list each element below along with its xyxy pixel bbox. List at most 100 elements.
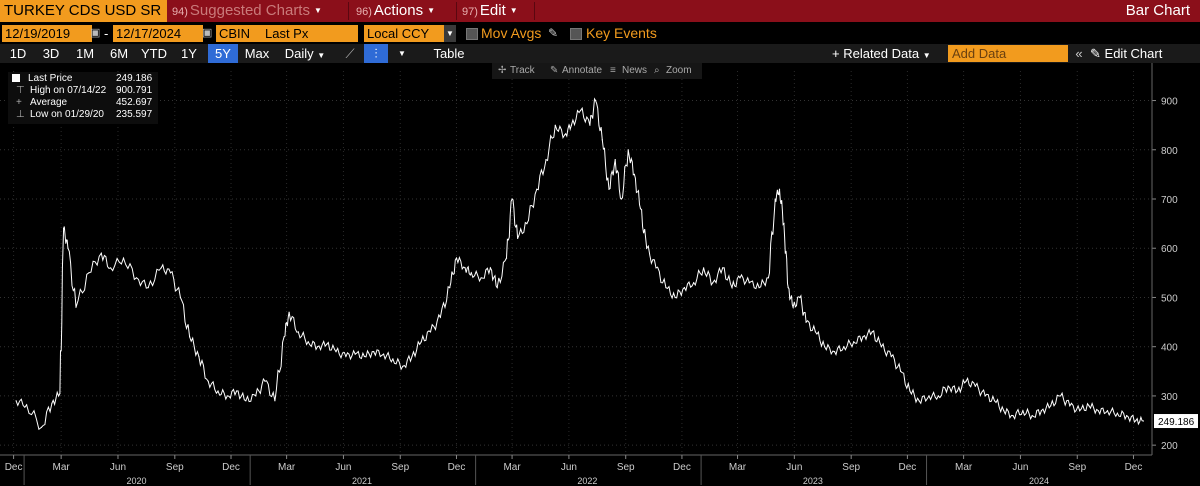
legend-label: Last Price [28,73,72,84]
end-date-field[interactable]: 12/17/2024 [113,25,203,42]
x-tick-label: Sep [391,462,409,473]
zoom-tool[interactable]: Zoom [666,63,692,79]
data-point [900,371,901,372]
zoom-icon[interactable]: ⌕ [654,63,660,79]
chart-type-title: Bar Chart [1126,0,1190,22]
x-tick-label: Mar [729,462,747,473]
range-toolbar: 1D 3D 1M 6M YTD 1Y 5Y Max Daily ▼ ⟋ ⫶ ▼ … [0,44,1200,63]
range-button-ytd[interactable]: YTD [138,44,170,63]
chevron-down-icon[interactable]: ▼ [444,25,456,42]
data-point [123,258,124,259]
field-selector[interactable]: Last Px [262,25,358,42]
line-chart-icon[interactable]: ⟋ [338,44,362,63]
price-chart[interactable]: Dec Mar Jun Sep Dec Mar Jun Sep Dec Mar Jun Sep Dec M… [0,63,1200,486]
news-icon[interactable]: ≡ [610,63,616,79]
pencil-icon[interactable]: ✎ [548,25,558,42]
calendar-icon[interactable]: ▣ [202,26,212,39]
data-point [975,386,976,387]
data-point [571,125,572,126]
data-point [1126,415,1127,416]
x-tick-label: Jun [1012,462,1028,473]
low-marker-icon: ⊥ [16,109,25,120]
data-point [749,282,750,283]
range-button-3d[interactable]: 3D [36,44,66,63]
data-point [1107,410,1108,411]
annotate-icon[interactable]: ✎ [550,63,558,79]
data-point [456,258,457,259]
chevron-down-icon[interactable]: ▼ [394,44,410,63]
data-point [411,356,412,357]
x-tick-label: Sep [166,462,184,473]
data-point [1117,413,1118,414]
annotate-tool[interactable]: Annotate [562,63,602,79]
data-point [345,356,346,357]
data-point [928,395,929,396]
range-button-1m[interactable]: 1M [70,44,100,63]
key-events-label[interactable]: Key Events [586,25,657,42]
range-button-6m[interactable]: 6M [104,44,134,63]
year-label: 2024 [1029,476,1049,486]
edit-chart-button[interactable]: ✎ Edit Chart [1090,44,1198,63]
data-point [198,356,199,357]
data-point [326,344,327,345]
currency-field[interactable]: Local CCY [364,25,446,42]
track-tool[interactable]: Track [510,63,535,79]
data-point [602,139,603,140]
data-point [985,395,986,396]
ticker-field[interactable]: TURKEY CDS USD SR [0,0,167,22]
crosshair-icon[interactable]: ✢ [498,63,506,79]
data-point [373,351,374,352]
data-point [938,395,939,396]
frequency-dropdown[interactable]: Daily ▼ [278,44,332,63]
y-tick-label: 600 [1161,244,1178,255]
menu-divider [348,2,349,20]
data-point [843,346,844,347]
data-point [783,223,784,224]
data-point [217,390,218,391]
calendar-icon[interactable]: ▣ [90,26,100,39]
data-point [308,341,309,342]
actions-menu[interactable]: 96) Actions ▼ [356,0,435,22]
add-data-input[interactable]: Add Data [948,45,1068,62]
range-button-max[interactable]: Max [242,44,272,63]
data-point [465,267,466,268]
edit-menu[interactable]: 97) Edit ▼ [462,0,518,22]
news-tool[interactable]: News [622,63,647,79]
data-point [994,400,995,401]
table-button[interactable]: Table [424,44,474,63]
mov-avgs-label[interactable]: Mov Avgs [481,25,541,42]
data-point [189,336,190,337]
chevron-down-icon: ▼ [510,6,518,15]
related-data-button[interactable]: + Related Data ▼ [832,44,944,63]
data-point [1143,420,1144,421]
range-button-5y[interactable]: 5Y [208,44,238,63]
collapse-icon[interactable]: « [1072,44,1086,63]
settings-row: 12/19/2019 ▣ - 12/17/2024 ▣ CBIN Last Px… [0,25,1200,43]
source-field[interactable]: CBIN [216,25,262,42]
edit-label: Edit [480,2,506,19]
suggested-charts-menu[interactable]: 94) Suggested Charts ▼ [172,0,322,22]
data-point [834,351,835,352]
data-point [891,356,892,357]
data-point [793,307,794,308]
key-events-checkbox[interactable] [570,28,582,40]
start-date-field[interactable]: 12/19/2019 [2,25,92,42]
data-point [1079,410,1080,411]
data-point [779,189,780,190]
mov-avgs-checkbox[interactable] [466,28,478,40]
range-button-1d[interactable]: 1D [4,44,32,63]
range-button-1y[interactable]: 1Y [174,44,204,63]
data-point [564,134,565,135]
data-point [815,331,816,332]
x-tick-label: Jun [561,462,577,473]
data-point [481,277,482,278]
data-point [449,287,450,288]
data-point [824,346,825,347]
last-value-text: 249.186 [1158,417,1195,428]
bar-chart-icon[interactable]: ⫶ [364,44,388,63]
chevron-down-icon: ▼ [923,51,931,60]
chart-grid [0,71,1152,455]
data-point [471,272,472,273]
data-point [675,297,676,298]
y-tick-label: 300 [1161,392,1178,403]
